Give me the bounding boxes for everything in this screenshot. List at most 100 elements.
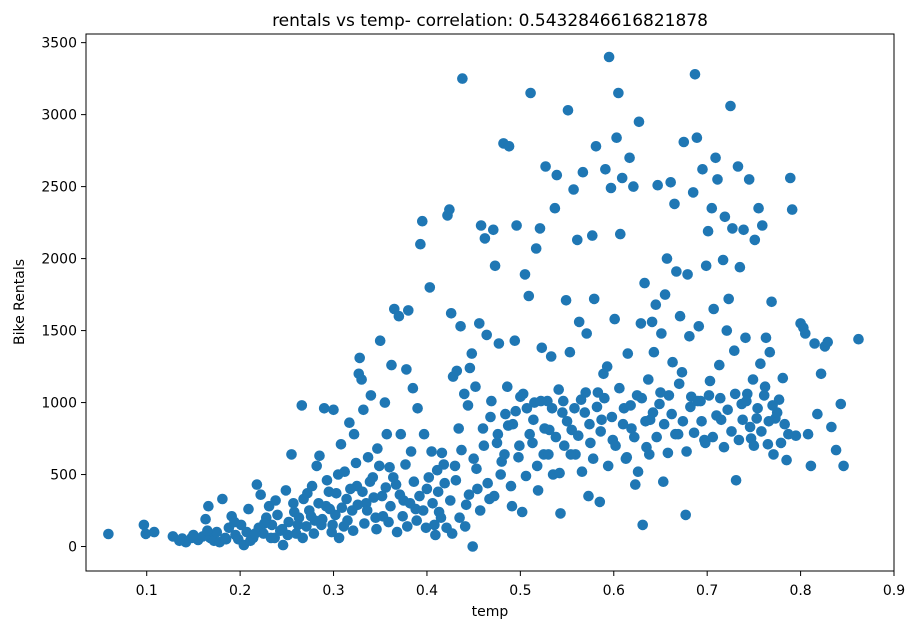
- data-point: [352, 499, 364, 511]
- data-point: [531, 460, 543, 472]
- x-tick-label: 0.9: [883, 583, 905, 599]
- data-point: [565, 449, 577, 460]
- data-point: [569, 403, 580, 414]
- data-point: [621, 452, 633, 463]
- data-point: [573, 316, 585, 328]
- data-point: [371, 523, 382, 535]
- data-point: [632, 466, 644, 478]
- data-point: [684, 331, 695, 342]
- data-point: [451, 365, 463, 377]
- data-point: [328, 404, 339, 416]
- data-point: [509, 335, 521, 347]
- data-point: [562, 105, 574, 116]
- data-point: [611, 132, 622, 143]
- data-point: [516, 506, 528, 518]
- data-point: [384, 462, 395, 473]
- data-point: [580, 387, 591, 398]
- data-point: [625, 400, 636, 411]
- data-point: [688, 427, 700, 439]
- data-point: [439, 477, 451, 489]
- data-point: [555, 508, 566, 519]
- data-point: [610, 440, 621, 452]
- data-point: [671, 266, 682, 277]
- y-axis-ticks: 0 500 1000 1500 2000 2500 3000 3500: [41, 36, 86, 556]
- data-point: [830, 444, 842, 456]
- data-point: [581, 328, 592, 339]
- data-point: [658, 418, 670, 430]
- data-point: [455, 321, 466, 332]
- data-point: [639, 277, 650, 289]
- y-tick-label: 3000: [41, 108, 77, 124]
- data-point: [689, 69, 701, 80]
- data-point: [756, 426, 767, 437]
- data-point: [663, 390, 675, 401]
- data-point: [364, 476, 376, 488]
- data-point: [712, 174, 723, 185]
- data-point: [517, 388, 529, 400]
- data-point: [786, 204, 798, 215]
- data-point: [477, 423, 489, 434]
- data-point: [459, 521, 471, 532]
- data-point: [838, 460, 849, 472]
- data-point: [521, 403, 533, 414]
- y-axis-label: Bike Rentals: [12, 259, 28, 345]
- data-point: [708, 303, 719, 315]
- data-point: [573, 430, 584, 442]
- data-point: [826, 421, 837, 433]
- data-point: [380, 482, 392, 493]
- data-point: [394, 489, 406, 501]
- data-point: [347, 525, 359, 536]
- data-point: [740, 332, 751, 344]
- y-tick-label: 0: [68, 540, 77, 556]
- data-point: [470, 381, 481, 393]
- data-point: [545, 351, 557, 362]
- data-point: [650, 299, 662, 311]
- data-point: [318, 403, 330, 414]
- data-point: [692, 395, 704, 407]
- data-point: [420, 522, 432, 534]
- data-point: [656, 328, 667, 339]
- data-point: [427, 498, 438, 509]
- data-point: [297, 532, 309, 544]
- data-point: [549, 202, 561, 214]
- data-point: [659, 289, 671, 300]
- data-point: [289, 506, 300, 518]
- data-point: [624, 152, 635, 164]
- data-point: [606, 411, 618, 423]
- plot-area-frame: [85, 33, 895, 572]
- data-point: [386, 359, 397, 371]
- data-point: [741, 395, 752, 407]
- data-point: [630, 479, 641, 490]
- data-point: [651, 431, 662, 443]
- data-point: [749, 234, 761, 246]
- data-point: [361, 505, 373, 516]
- data-point: [265, 532, 277, 544]
- data-point: [738, 224, 749, 236]
- data-point: [385, 500, 396, 512]
- data-point: [584, 418, 595, 430]
- data-point: [732, 161, 744, 172]
- data-point: [587, 453, 599, 465]
- data-point: [358, 404, 369, 416]
- data-point: [335, 439, 347, 450]
- data-point: [626, 423, 637, 434]
- data-point: [564, 346, 576, 358]
- data-point: [436, 447, 448, 459]
- data-point: [138, 519, 150, 531]
- data-point: [426, 446, 437, 457]
- data-point: [667, 356, 678, 368]
- data-point: [696, 416, 707, 427]
- data-point: [463, 489, 475, 501]
- data-point: [744, 421, 756, 433]
- data-point: [616, 172, 628, 184]
- data-point: [317, 513, 328, 525]
- data-point: [539, 423, 550, 434]
- data-point: [729, 388, 741, 400]
- data-point: [395, 428, 407, 440]
- data-point: [472, 483, 483, 495]
- data-point: [622, 348, 634, 359]
- data-point: [460, 499, 472, 511]
- data-point: [430, 529, 441, 541]
- data-point: [790, 430, 802, 442]
- data-point: [475, 220, 487, 231]
